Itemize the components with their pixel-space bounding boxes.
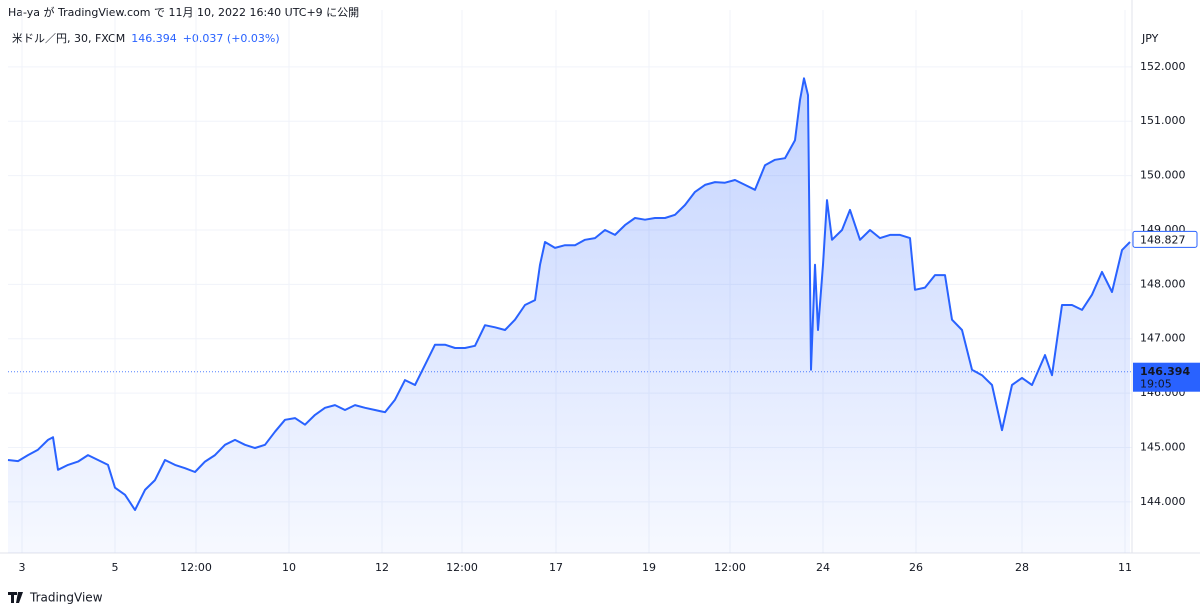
- y-tick-label: 152.000: [1140, 60, 1186, 73]
- price: 146.394: [131, 32, 177, 45]
- x-tick-label: 12: [375, 561, 389, 574]
- y-axis-label: JPY: [1141, 32, 1159, 45]
- x-tick-label: 26: [909, 561, 923, 574]
- last-price-tag: 148.827: [1132, 230, 1198, 248]
- x-tick-label: 5: [112, 561, 119, 574]
- y-tick-label: 144.000: [1140, 495, 1186, 508]
- x-tick-label: 12:00: [180, 561, 212, 574]
- y-tick-label: 150.000: [1140, 169, 1186, 182]
- change: +0.037 (+0.03%): [183, 32, 280, 45]
- x-tick-label: 28: [1015, 561, 1029, 574]
- brand-name: TradingView: [29, 591, 103, 605]
- last-price-box: [1132, 230, 1198, 248]
- x-tick-label: 12:00: [714, 561, 746, 574]
- x-tick-label: 10: [282, 561, 296, 574]
- x-tick-label: 24: [816, 561, 830, 574]
- y-tick-label: 151.000: [1140, 114, 1186, 127]
- x-tick-label: 19: [642, 561, 656, 574]
- x-tick-label: 12:00: [446, 561, 478, 574]
- x-tick-label: 3: [19, 561, 26, 574]
- publication-note: Ha-ya が TradingView.com で 11月 10, 2022 1…: [8, 5, 359, 19]
- brand-logo: [8, 592, 23, 603]
- area-fill: [8, 78, 1130, 554]
- symbol: 米ドル／円, 30, FXCM: [12, 32, 125, 45]
- x-tick-label: 17: [549, 561, 563, 574]
- y-tick-label: 147.000: [1140, 332, 1186, 345]
- brand: TradingView: [8, 591, 103, 605]
- x-tick-label: 11: [1118, 561, 1132, 574]
- last-price-label: 148.827: [1140, 233, 1186, 246]
- y-tick-label: 148.000: [1140, 277, 1186, 290]
- current-price-label: 146.394: [1140, 365, 1190, 378]
- legend: 米ドル／円, 30, FXCM 146.394 +0.037 (+0.03%): [12, 32, 280, 45]
- current-price-box: [1133, 362, 1200, 392]
- price-line: [7, 77, 1131, 511]
- y-tick-label: 145.000: [1140, 441, 1186, 454]
- countdown-label: 19:05: [1140, 378, 1172, 391]
